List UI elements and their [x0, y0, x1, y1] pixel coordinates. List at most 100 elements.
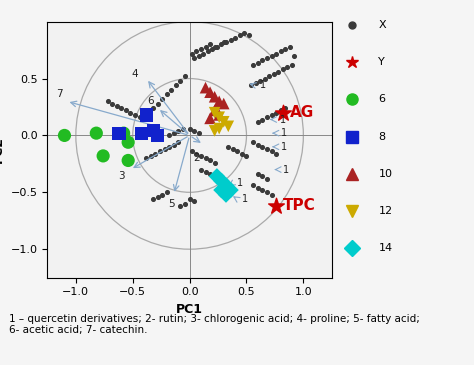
Point: [163, 92, 171, 97]
Point: [268, 112, 275, 118]
Point: [209, 46, 216, 52]
Text: 5: 5: [168, 199, 175, 209]
Point: [195, 130, 202, 136]
Point: [158, 192, 166, 197]
Point: [156, 149, 164, 154]
Text: 3: 3: [118, 172, 125, 181]
Text: Y: Y: [378, 57, 385, 68]
Point: [206, 158, 214, 164]
Point: [165, 144, 173, 150]
Point: [215, 126, 223, 131]
Point: [104, 99, 111, 104]
Point: [218, 187, 225, 193]
Point: [113, 103, 120, 109]
Point: [149, 105, 157, 111]
Point: [100, 153, 107, 159]
Point: [115, 130, 123, 136]
Point: [220, 178, 228, 184]
Text: 8: 8: [378, 131, 385, 142]
Point: [238, 151, 246, 157]
Point: [120, 130, 128, 136]
Point: [270, 71, 278, 77]
Point: [181, 73, 189, 79]
Point: [197, 46, 205, 52]
Point: [261, 76, 268, 81]
Text: 12: 12: [378, 205, 392, 216]
Point: [288, 62, 296, 68]
Text: 1 – quercetin derivatives; 2- rutin; 3- chlorogenic acid; 4- proline; 5- fatty a: 1 – quercetin derivatives; 2- rutin; 3- …: [9, 314, 420, 335]
Point: [192, 48, 200, 54]
Point: [165, 132, 173, 138]
Point: [247, 82, 255, 88]
Point: [61, 132, 68, 138]
Point: [243, 153, 250, 159]
Point: [211, 128, 219, 134]
Text: AG: AG: [290, 105, 314, 120]
Point: [200, 51, 207, 57]
Point: [268, 149, 275, 154]
Point: [220, 119, 228, 125]
Point: [279, 66, 287, 72]
Y-axis label: PC2: PC2: [0, 136, 5, 163]
Point: [92, 130, 100, 136]
Point: [179, 126, 187, 131]
X-axis label: PC1: PC1: [176, 303, 203, 316]
Point: [265, 73, 273, 79]
Point: [263, 176, 271, 181]
Point: [286, 44, 293, 50]
Point: [204, 48, 211, 54]
Point: [263, 146, 271, 152]
Point: [274, 69, 282, 75]
Point: [272, 51, 280, 57]
Point: [191, 128, 198, 134]
Point: [272, 110, 280, 116]
Point: [170, 142, 177, 147]
Point: [124, 139, 132, 145]
Point: [254, 171, 262, 177]
Text: X: X: [378, 20, 386, 30]
Point: [195, 53, 202, 59]
Point: [234, 149, 241, 154]
Text: 1: 1: [281, 142, 287, 152]
Point: [136, 114, 143, 120]
Point: [211, 173, 219, 179]
Point: [215, 99, 223, 104]
Point: [177, 203, 184, 209]
Point: [252, 80, 259, 86]
Text: 1: 1: [280, 115, 286, 124]
Point: [263, 114, 271, 120]
Point: [149, 196, 157, 202]
Point: [231, 35, 239, 41]
Point: [215, 114, 223, 120]
Point: [131, 112, 139, 118]
Point: [152, 151, 159, 157]
Point: [213, 173, 221, 179]
Point: [124, 158, 132, 164]
Point: [225, 144, 232, 150]
Point: [168, 87, 175, 93]
Point: [263, 189, 271, 195]
Point: [172, 82, 180, 88]
Point: [188, 51, 196, 57]
Point: [143, 155, 150, 161]
Point: [240, 30, 248, 36]
Point: [254, 60, 262, 66]
Point: [211, 44, 219, 50]
Point: [154, 194, 162, 200]
Point: [283, 64, 291, 70]
Point: [259, 57, 266, 63]
Point: [227, 37, 234, 43]
Text: 7: 7: [56, 89, 63, 100]
Point: [145, 110, 153, 116]
Point: [229, 146, 237, 152]
Point: [263, 55, 271, 61]
Point: [254, 185, 262, 191]
Point: [174, 128, 182, 134]
Point: [163, 189, 171, 195]
Text: TPC: TPC: [283, 199, 316, 214]
Point: [225, 123, 232, 129]
Point: [206, 89, 214, 95]
Point: [154, 132, 162, 138]
Point: [206, 42, 214, 47]
Point: [256, 78, 264, 84]
